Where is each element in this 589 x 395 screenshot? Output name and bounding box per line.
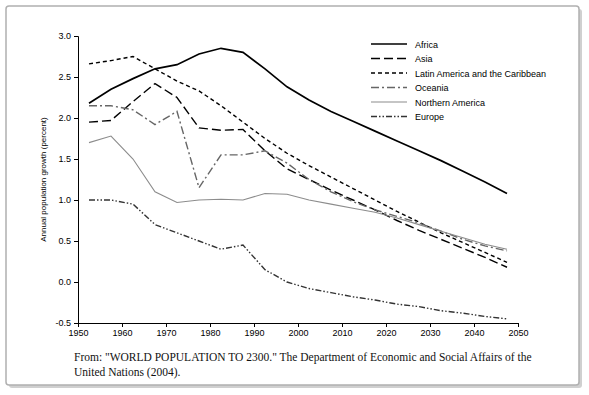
legend-label: Oceania	[415, 83, 449, 93]
y-tick-mark	[74, 241, 78, 242]
x-tick-mark	[386, 323, 387, 327]
legend-label: Africa	[415, 40, 438, 50]
x-tick-label: 2050	[508, 328, 528, 338]
caption: From: "WORLD POPULATION TO 2300." The De…	[74, 350, 552, 380]
x-tick-mark	[122, 323, 123, 327]
chart: 1950 1960 1970 1980 1990 2000 2010 2020 2030 2040…	[0, 0, 589, 395]
legend-label: Europe	[415, 112, 444, 122]
y-tick-mark	[74, 77, 78, 78]
x-tick: 1980	[200, 323, 220, 338]
y-tick: 1.0	[58, 195, 78, 205]
y-tick: 0.0	[58, 277, 78, 287]
x-tick: 2050	[508, 323, 528, 338]
series-line	[89, 57, 507, 263]
legend-item: Europe	[371, 112, 444, 122]
legend: Africa Asia Latin America and the Caribbea…	[371, 40, 546, 123]
x-tick: 1970	[156, 323, 176, 338]
x-axis-line	[79, 324, 519, 328]
y-tick: 3.0	[58, 31, 78, 41]
y-axis-title: Annual population growth (percent)	[39, 117, 48, 242]
y-tick: -0.5	[55, 318, 78, 328]
x-tick-mark	[474, 323, 475, 327]
y-tick-mark	[74, 159, 78, 160]
y-tick-mark	[74, 323, 78, 324]
legend-item: Asia	[371, 54, 433, 64]
series-line	[89, 84, 507, 268]
y-tick-label: 1.0	[58, 195, 71, 205]
legend-label: Northern America	[415, 98, 485, 108]
x-tick: 1960	[112, 323, 132, 338]
x-tick-label: 2010	[332, 328, 352, 338]
series-line	[89, 200, 507, 319]
legend-swatch	[371, 72, 407, 73]
x-tick-label: 2040	[464, 328, 484, 338]
legend-item: Latin America and the Caribbean	[371, 69, 546, 79]
legend-swatch	[371, 58, 407, 59]
legend-swatch	[371, 101, 407, 102]
x-tick: 2000	[288, 323, 308, 338]
x-tick-label: 1950	[68, 328, 88, 338]
x-tick-label: 2000	[288, 328, 308, 338]
x-tick-mark	[166, 323, 167, 327]
legend-swatch	[371, 87, 407, 88]
frame	[6, 6, 579, 385]
series-line	[89, 106, 507, 251]
x-tick-label: 1990	[244, 328, 264, 338]
x-tick-mark	[298, 323, 299, 327]
legend-item: Northern America	[371, 98, 485, 108]
y-tick-label: 2.5	[58, 72, 71, 82]
y-tick: 2.5	[58, 72, 78, 82]
legend-swatch	[371, 43, 407, 45]
y-tick-mark	[74, 200, 78, 201]
x-tick: 2030	[420, 323, 440, 338]
y-tick-label: -0.5	[55, 318, 71, 328]
x-tick: 2020	[376, 323, 396, 338]
x-tick-label: 2020	[376, 328, 396, 338]
x-axis: 1950 1960 1970 1980 1990 2000 2010 2020 2030 2040…	[68, 323, 528, 338]
y-tick: 1.5	[58, 154, 78, 164]
x-tick-label: 1980	[200, 328, 220, 338]
y-tick-mark	[74, 118, 78, 119]
x-tick: 2040	[464, 323, 484, 338]
x-tick: 1990	[244, 323, 264, 338]
y-axis-line	[74, 37, 79, 324]
y-tick-label: 3.0	[58, 31, 71, 41]
x-tick-mark	[430, 323, 431, 327]
x-tick: 1950	[68, 323, 88, 338]
legend-item: Africa	[371, 40, 438, 50]
x-tick: 2010	[332, 323, 352, 338]
x-tick-label: 2030	[420, 328, 440, 338]
legend-label: Asia	[415, 54, 433, 64]
x-tick-mark	[210, 323, 211, 327]
y-tick-mark	[74, 282, 78, 283]
x-tick-mark	[254, 323, 255, 327]
legend-label: Latin America and the Caribbean	[415, 69, 546, 79]
y-tick-label: 0.0	[58, 277, 71, 287]
y-tick-mark	[74, 36, 78, 37]
series-line	[89, 136, 507, 249]
x-tick-mark	[342, 323, 343, 327]
y-tick-label: 1.5	[58, 154, 71, 164]
x-tick-mark	[518, 323, 519, 327]
legend-swatch	[371, 116, 407, 117]
y-tick-label: 0.5	[58, 236, 71, 246]
x-tick-label: 1960	[112, 328, 132, 338]
x-tick-label: 1970	[156, 328, 176, 338]
y-tick: 2.0	[58, 113, 78, 123]
y-tick: 0.5	[58, 236, 78, 246]
y-axis: -0.5 0.0 0.5 1.0 1.5 2.0 2.5 3.0	[55, 31, 78, 328]
lines	[89, 48, 507, 319]
legend-item: Oceania	[371, 83, 449, 93]
y-tick-label: 2.0	[58, 113, 71, 123]
